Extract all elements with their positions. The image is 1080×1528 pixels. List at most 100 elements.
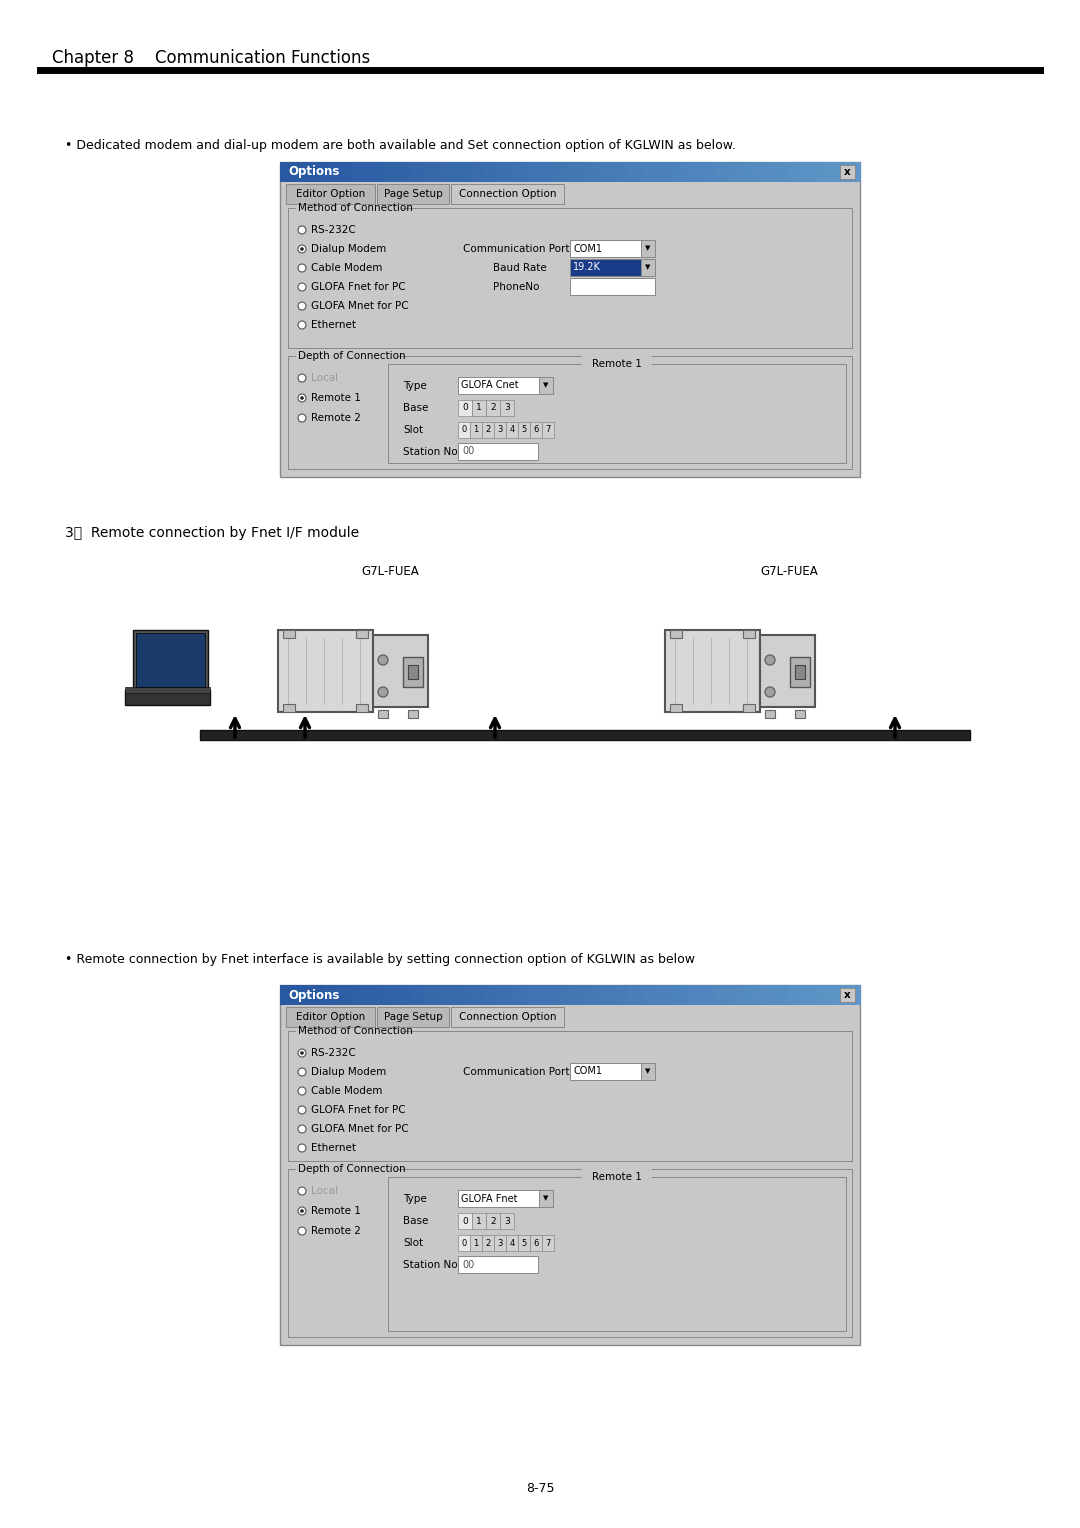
Bar <box>324 986 339 1005</box>
Bar <box>472 1213 486 1229</box>
Bar <box>295 162 310 182</box>
Text: • Dedicated modem and dial-up modem are both available and Set connection option: • Dedicated modem and dial-up modem are … <box>65 139 735 151</box>
Bar <box>512 986 527 1005</box>
Bar <box>530 1235 542 1251</box>
Text: Remote 1: Remote 1 <box>592 1172 642 1183</box>
Bar <box>483 162 499 182</box>
Bar <box>295 986 310 1005</box>
Bar <box>454 162 470 182</box>
Text: COM1: COM1 <box>573 1067 602 1077</box>
Bar <box>440 162 455 182</box>
Text: Method of Connection: Method of Connection <box>298 203 413 212</box>
Bar <box>356 630 368 639</box>
Bar <box>482 1235 494 1251</box>
Bar <box>758 986 774 1005</box>
Bar <box>288 208 852 348</box>
Text: Connection Option: Connection Option <box>459 189 556 199</box>
Text: 2: 2 <box>490 1216 496 1225</box>
Bar <box>338 162 353 182</box>
Bar <box>498 162 513 182</box>
Bar <box>286 183 376 205</box>
Bar <box>309 986 324 1005</box>
Text: 2: 2 <box>490 403 496 413</box>
Bar <box>744 986 759 1005</box>
Bar <box>200 730 970 740</box>
Bar <box>136 633 205 688</box>
Text: GLOFA Mnet for PC: GLOFA Mnet for PC <box>311 301 408 312</box>
Bar <box>584 162 600 182</box>
Text: x: x <box>845 167 851 177</box>
Text: Local: Local <box>311 373 338 384</box>
Bar <box>743 630 755 639</box>
Text: Slot: Slot <box>403 425 423 435</box>
Bar <box>795 711 805 718</box>
Text: 3: 3 <box>504 403 510 413</box>
Circle shape <box>298 394 306 402</box>
Text: GLOFA Cnet: GLOFA Cnet <box>461 380 518 391</box>
Bar <box>527 162 542 182</box>
Circle shape <box>298 1207 306 1215</box>
Text: Remote 2: Remote 2 <box>311 413 361 423</box>
Text: 6: 6 <box>534 1239 539 1247</box>
Circle shape <box>298 1068 306 1076</box>
Bar <box>458 1190 553 1207</box>
Text: Ethernet: Ethernet <box>311 319 356 330</box>
Bar <box>758 162 774 182</box>
Bar <box>729 162 745 182</box>
Circle shape <box>300 1209 303 1213</box>
Bar <box>765 711 775 718</box>
Bar <box>451 1007 564 1027</box>
Bar <box>672 986 687 1005</box>
Bar <box>458 443 538 460</box>
Text: Communication Port: Communication Port <box>463 1067 569 1077</box>
Bar <box>426 162 441 182</box>
Bar <box>743 704 755 712</box>
Text: Dialup Modem: Dialup Modem <box>311 244 387 254</box>
Bar <box>458 377 553 394</box>
Text: Remote 1: Remote 1 <box>592 359 642 368</box>
Text: 5: 5 <box>522 1239 527 1247</box>
Circle shape <box>298 1187 306 1195</box>
Bar <box>701 986 716 1005</box>
Text: ▼: ▼ <box>543 382 549 388</box>
Bar <box>672 162 687 182</box>
Text: Connection Option: Connection Option <box>459 1012 556 1022</box>
Circle shape <box>298 1227 306 1235</box>
Bar <box>665 630 760 712</box>
Text: Type: Type <box>403 1193 427 1204</box>
Bar <box>125 691 210 704</box>
Bar <box>670 630 681 639</box>
Bar <box>642 1063 654 1080</box>
Bar <box>454 986 470 1005</box>
Bar <box>539 1190 553 1207</box>
Bar <box>642 260 654 277</box>
Circle shape <box>298 1050 306 1057</box>
Text: GLOFA Fnet: GLOFA Fnet <box>461 1193 517 1204</box>
Circle shape <box>765 688 775 697</box>
Bar <box>744 162 759 182</box>
Text: GLOFA Fnet for PC: GLOFA Fnet for PC <box>311 1105 406 1115</box>
Text: Remote 1: Remote 1 <box>311 393 361 403</box>
Circle shape <box>300 396 303 400</box>
Text: Page Setup: Page Setup <box>384 1012 443 1022</box>
Bar <box>627 162 644 182</box>
Text: 4: 4 <box>510 425 515 434</box>
Bar <box>542 1235 554 1251</box>
Bar <box>426 986 441 1005</box>
Bar <box>530 422 542 439</box>
Text: 0: 0 <box>462 1216 468 1225</box>
Text: x: x <box>845 990 851 999</box>
Bar <box>486 1213 500 1229</box>
Bar <box>451 183 564 205</box>
Bar <box>373 636 428 707</box>
Bar <box>831 986 847 1005</box>
Text: Dialup Modem: Dialup Modem <box>311 1067 387 1077</box>
Text: 00: 00 <box>462 446 474 457</box>
Text: 5: 5 <box>522 425 527 434</box>
Bar <box>773 986 788 1005</box>
Text: 1: 1 <box>476 1216 482 1225</box>
Bar <box>378 711 388 718</box>
Circle shape <box>298 1086 306 1096</box>
Text: Remote 2: Remote 2 <box>311 1225 361 1236</box>
Bar <box>507 422 518 439</box>
